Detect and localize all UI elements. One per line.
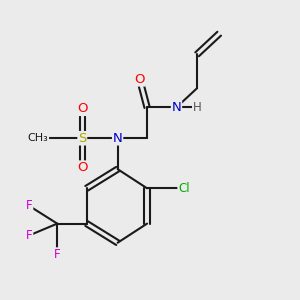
Text: O: O bbox=[77, 102, 88, 115]
Text: CH₃: CH₃ bbox=[28, 133, 48, 143]
Text: N: N bbox=[172, 101, 182, 114]
Text: O: O bbox=[134, 73, 145, 86]
Text: F: F bbox=[26, 200, 33, 212]
Text: N: N bbox=[113, 132, 122, 145]
Text: H: H bbox=[193, 101, 202, 114]
Text: S: S bbox=[78, 132, 86, 145]
Text: O: O bbox=[77, 161, 88, 174]
Text: F: F bbox=[26, 229, 33, 242]
Text: Cl: Cl bbox=[178, 182, 190, 195]
Text: F: F bbox=[54, 248, 61, 261]
